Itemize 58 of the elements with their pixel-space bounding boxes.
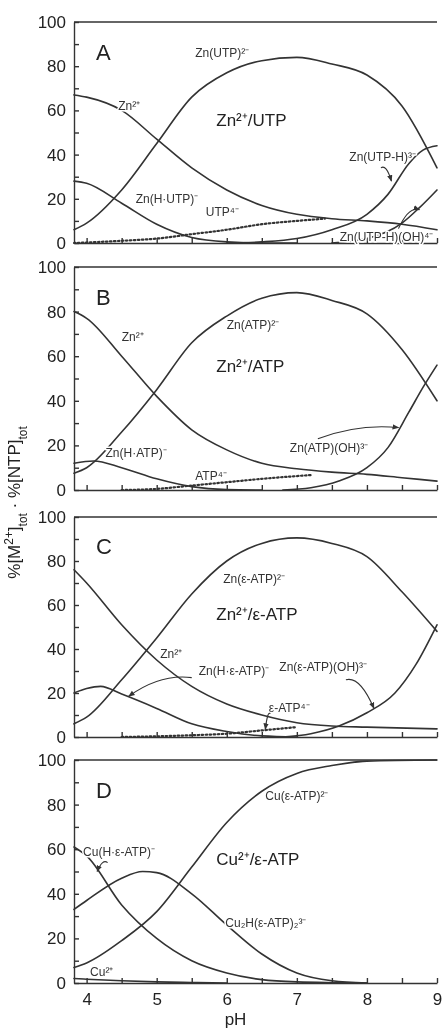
y-tick-label: 60 [47, 595, 66, 615]
y-tick-label: 100 [37, 12, 66, 32]
y-tick-label: 40 [47, 391, 66, 411]
y-tick-label: 20 [47, 683, 66, 703]
series-label: Cu²⁺ [90, 965, 114, 980]
series-label: Zn(ε-ATP)²⁻ [223, 572, 286, 586]
series-label: ATP⁴⁻ [195, 468, 227, 483]
text: Zn²⁺/ATP [216, 356, 285, 376]
x-tick-label: 6 [222, 990, 232, 1010]
series-label: Cu₂H(ε-ATP)₂³⁻ [225, 916, 307, 931]
y-tick-label: 100 [37, 507, 66, 527]
y-tick-label: 20 [47, 436, 66, 456]
y-tick-label: 100 [37, 750, 66, 770]
x-tick-label: 4 [82, 990, 92, 1010]
y-tick-label: 20 [47, 189, 66, 209]
y-tick-label: 0 [56, 480, 66, 500]
series-label: UTP⁴⁻ [205, 205, 239, 220]
y-tick-label: 40 [47, 884, 66, 904]
y-tick-label: 80 [47, 302, 66, 322]
series-label: Zn²⁺ [160, 646, 183, 661]
text: Cu²⁺/ε-ATP [216, 849, 300, 869]
y-tick-label: 80 [47, 795, 66, 815]
y-tick-label: 40 [47, 639, 66, 659]
series-label: Zn(UTP)²⁻ [195, 46, 250, 61]
text: Zn²⁺/ε-ATP [216, 605, 298, 625]
series-label: Zn(ATP)²⁻ [226, 318, 280, 333]
y-tick-label: 0 [56, 973, 66, 993]
x-tick-label: 9 [432, 990, 443, 1010]
text: C [96, 534, 112, 560]
text: A [96, 39, 111, 65]
y-tick-label: 60 [47, 101, 66, 121]
x-tick-label: 8 [362, 990, 373, 1010]
text: Zn(ε-ATP)(OH)³⁻ [279, 660, 368, 674]
series-label: Zn(H·ATP)⁻ [105, 445, 167, 460]
series-label: ε-ATP⁴⁻ [268, 700, 310, 715]
y-tick-label: 40 [47, 145, 66, 165]
x-tick-label: 7 [292, 990, 303, 1010]
y-tick-label: 60 [47, 840, 66, 860]
text: D [96, 777, 112, 803]
series-label: Cu(H·ε-ATP)⁻ [83, 844, 155, 859]
series-label: Zn(ATP)(OH)³⁻ [289, 441, 369, 456]
y-tick-label: 100 [37, 257, 66, 277]
series-label: Zn²⁺ [118, 99, 141, 114]
x-axis-title: pH [224, 1010, 247, 1029]
text: B [96, 284, 111, 310]
y-tick-label: 20 [47, 929, 66, 949]
y-tick-label: 60 [47, 347, 66, 367]
series-label: Zn²⁺ [121, 329, 144, 344]
series-label: Zn(H·UTP)⁻ [135, 192, 199, 207]
y-tick-label: 0 [56, 233, 66, 253]
series-label: Cu(ε-ATP)²⁻ [265, 789, 329, 804]
y-tick-label: 0 [56, 727, 66, 747]
text: Zn(H·ε-ATP)⁻ [198, 664, 270, 679]
x-tick-label: 5 [152, 990, 162, 1010]
y-tick-label: 80 [47, 57, 66, 77]
series-label: Zn(UTP-H)³⁻ [349, 150, 416, 165]
text: Zn²⁺/UTP [216, 110, 287, 130]
y-tick-label: 80 [47, 551, 66, 571]
